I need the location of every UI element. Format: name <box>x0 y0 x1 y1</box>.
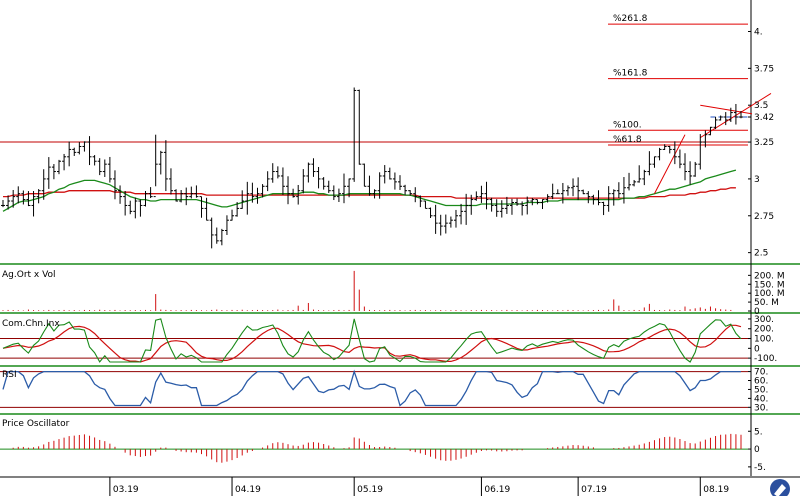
rsi-panel-title: RSI <box>2 370 17 380</box>
volume-axis-tick-label: 100. M <box>754 289 785 299</box>
oscillator-axis-tick-label: -5. <box>754 463 766 473</box>
cci-panel-title: Com.Chn.Inx <box>2 319 60 329</box>
price-axis-tick-label: 2.5 <box>754 249 768 259</box>
price-panel: %261.8 %161.8 %100. %61.8 4. 3.75 3.5 3.42 3.25 3… <box>0 0 800 265</box>
volume-axis-tick-label: 200. M <box>754 271 785 281</box>
current-price-label: 3.42 <box>754 113 774 123</box>
price-axis-tick-label: 3.25 <box>754 138 774 148</box>
cci-axis-tick-label: 200. <box>754 325 774 335</box>
x-axis: 03.19 04.19 05.19 06.19 07.19 08.19 <box>0 476 800 496</box>
cci-axis-tick-label: 100. <box>754 335 774 345</box>
rsi-axis-tick-label: 60. <box>754 377 768 387</box>
rsi-panel: RSI 70.60.50.40.30. <box>0 366 800 415</box>
price-axis-tick-label: 2.75 <box>754 212 774 222</box>
fibonacci-label: %261.8 <box>613 14 648 24</box>
price-axis-tick-label: 3.5 <box>754 101 768 111</box>
price-oscillator-panel: Price Oscillator 5. 0 -5. <box>0 414 766 476</box>
x-axis-tick-label: 03.19 <box>113 485 139 495</box>
x-axis-tick-label: 07.19 <box>581 485 607 495</box>
price-axis-tick-label: 4. <box>754 27 763 37</box>
price-axis-tick-label: 3 <box>754 175 760 185</box>
fibonacci-label: %61.8 <box>613 135 642 145</box>
logo-icon <box>770 479 790 499</box>
fibonacci-label: %100. <box>613 120 642 130</box>
current-price-marker <box>752 111 792 122</box>
oscillator-axis-tick-label: 0 <box>754 445 760 455</box>
volume-panel-title: Ag.Ort x Vol <box>2 270 56 280</box>
rsi-line <box>2 369 741 407</box>
fibonacci-label: %161.8 <box>613 69 648 79</box>
volume-axis-tick-label: 50. M <box>754 298 779 308</box>
volume-axis-tick-label: 0 <box>754 307 760 317</box>
cci-axis-tick-label: -100. <box>754 354 777 364</box>
trend-line <box>654 134 686 194</box>
cci-axis-tick-label: 300. <box>754 315 774 325</box>
rsi-axis-tick-label: 70. <box>754 368 768 378</box>
price-axis-tick-label: 3.75 <box>754 64 774 74</box>
x-axis-tick-label: 06.19 <box>484 485 510 495</box>
oscillator-panel-title: Price Oscillator <box>2 419 70 429</box>
volume-axis-tick-label: 150. M <box>754 280 785 290</box>
x-axis-tick-label: 08.19 <box>703 485 729 495</box>
cci-signal-line <box>2 324 742 363</box>
x-axis-tick-label: 05.19 <box>357 485 383 495</box>
rsi-axis-tick-label: 30. <box>754 403 768 413</box>
cci-line <box>2 318 742 363</box>
rsi-axis-tick-label: 40. <box>754 394 768 404</box>
oscillator-axis-tick-label: 5. <box>754 427 763 437</box>
cci-axis-tick-label: 0 <box>754 344 760 354</box>
rsi-axis-tick-label: 50. <box>754 385 768 395</box>
x-axis-tick-label: 04.19 <box>235 485 261 495</box>
cci-panel: Com.Chn.Inx 300.200.100.0-100. <box>0 313 800 367</box>
